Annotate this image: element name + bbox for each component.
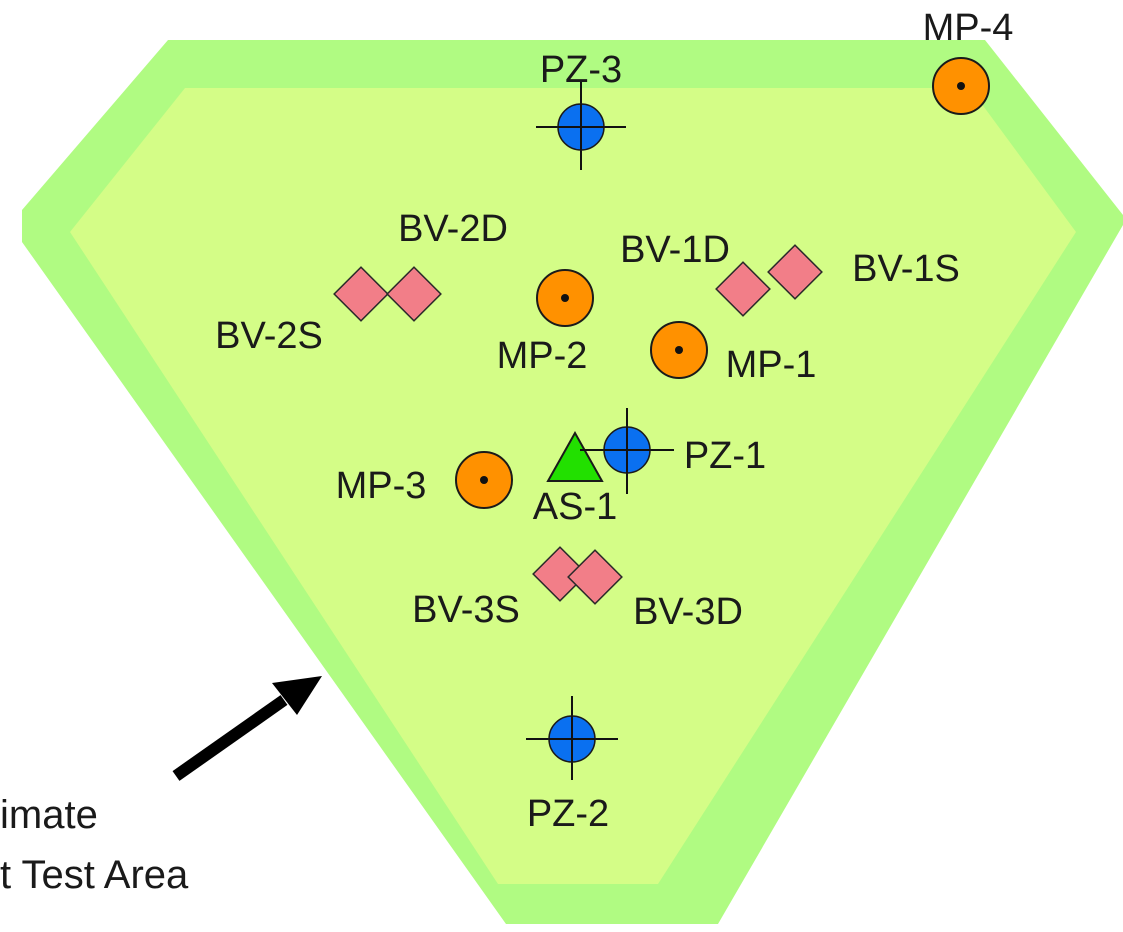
borehole-diamond: [386, 266, 442, 322]
monitoring-point-icon: [536, 269, 594, 327]
piezometer-crosshair-icon: [580, 408, 674, 494]
label-pz-2: PZ-2: [527, 793, 609, 835]
map-labels: MP-4 PZ-3 BV-2D BV-1D BV-1S BV-2S MP-2 M…: [215, 7, 1013, 835]
label-mp-2: MP-2: [497, 335, 588, 377]
borehole-diamond: [715, 261, 771, 317]
label-mp-4: MP-4: [923, 7, 1014, 49]
piezometer-crosshair-icon: [536, 82, 626, 170]
piezometer-crosshair-icon: [526, 696, 618, 780]
label-bv-1s: BV-1S: [852, 248, 960, 290]
label-bv-3s: BV-3S: [412, 589, 520, 631]
monitoring-point-markers: [455, 57, 990, 509]
label-pz-1: PZ-1: [684, 435, 766, 477]
label-as-1: AS-1: [533, 486, 617, 528]
borehole-diamond: [532, 546, 588, 602]
label-pz-3: PZ-3: [540, 49, 622, 91]
test-area-note: imate t Test Area: [0, 793, 189, 897]
note-line-1: imate: [0, 793, 98, 837]
label-bv-2d: BV-2D: [398, 208, 508, 250]
pointer-arrow: [172, 676, 322, 781]
monitoring-point-icon: [932, 57, 990, 115]
borehole-markers: [333, 244, 823, 605]
label-bv-1d: BV-1D: [620, 229, 730, 271]
piezometer-markers: [526, 82, 674, 780]
inner-test-area: [70, 88, 1076, 884]
monitoring-point-icon: [650, 321, 708, 379]
label-mp-3: MP-3: [336, 465, 427, 507]
label-mp-1: MP-1: [726, 344, 817, 386]
label-bv-2s: BV-2S: [215, 315, 323, 357]
monitoring-point-icon: [455, 451, 513, 509]
air-sparge-triangle: [546, 430, 604, 482]
borehole-diamond: [333, 266, 389, 322]
note-line-2: t Test Area: [0, 853, 189, 897]
borehole-diamond: [567, 549, 623, 605]
borehole-diamond: [767, 244, 823, 300]
label-bv-3d: BV-3D: [633, 591, 743, 633]
